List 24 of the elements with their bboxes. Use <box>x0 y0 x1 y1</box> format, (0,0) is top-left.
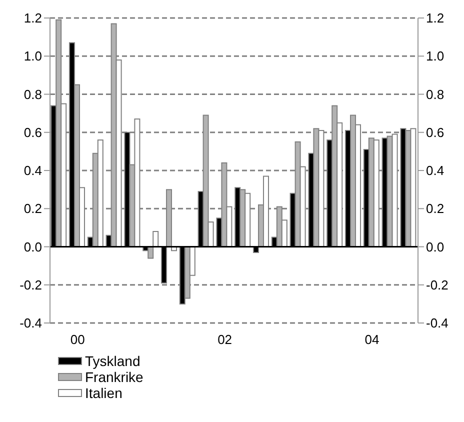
y2-tick-label: 0.0 <box>426 239 444 254</box>
y2-tick-label: -0.2 <box>426 277 448 292</box>
y2-tick-label: 0.2 <box>426 201 444 216</box>
x-tick-label: 04 <box>364 332 380 348</box>
y-tick-label: 1.2 <box>24 10 42 26</box>
y-tick-label: 0.8 <box>24 86 42 102</box>
y2-tick-label: 1.2 <box>426 10 444 26</box>
legend-label: Frankrike <box>85 369 144 385</box>
y-tick-label: 0.2 <box>24 201 42 216</box>
x-tick-label: 02 <box>218 332 232 348</box>
y-tick-label: -0.2 <box>20 277 42 292</box>
y-tick-label: 0.6 <box>24 124 42 140</box>
y-tick-label: 0.4 <box>24 163 42 178</box>
y2-tick-label: 1.0 <box>426 48 444 64</box>
legend-label: Italien <box>85 385 122 401</box>
y2-tick-label: 0.4 <box>426 163 444 178</box>
x-tick-label: 00 <box>70 332 85 348</box>
y2-tick-label: -0.4 <box>426 316 448 331</box>
legend-label: Tyskland <box>85 353 140 369</box>
y-tick-label: 1.0 <box>24 48 42 64</box>
y-tick-label: -0.4 <box>20 316 42 331</box>
y2-tick-label: 0.8 <box>426 86 444 102</box>
y2-tick-label: 0.6 <box>426 124 444 140</box>
y-tick-label: 0.0 <box>24 239 42 254</box>
